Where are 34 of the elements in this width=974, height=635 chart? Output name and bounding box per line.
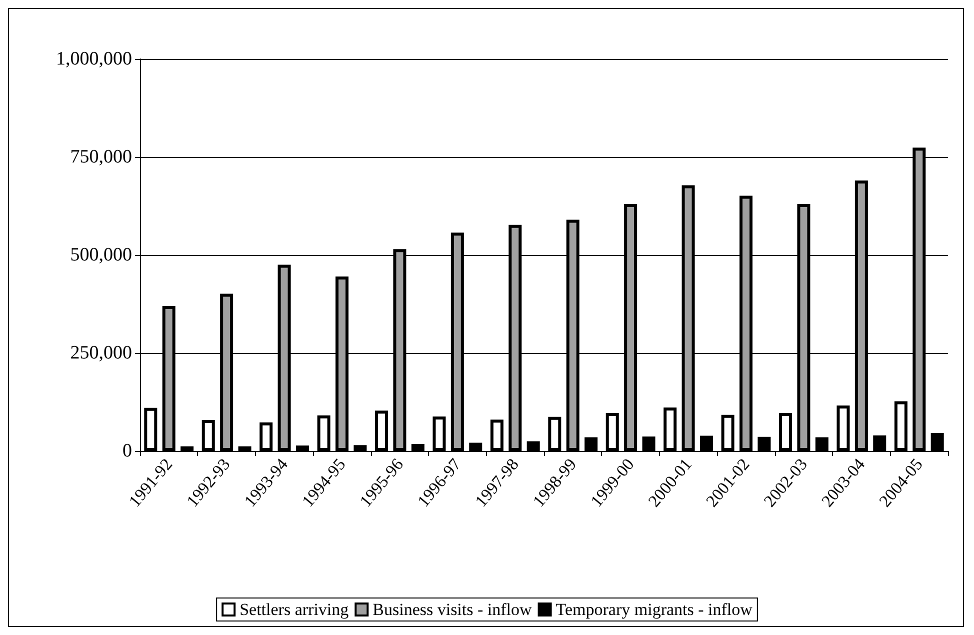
bar [469, 442, 482, 451]
bar [354, 445, 367, 451]
bar [642, 436, 656, 451]
bar [606, 412, 619, 451]
bar [296, 446, 309, 451]
bar [548, 416, 562, 451]
bar [930, 432, 944, 451]
bar [758, 436, 771, 451]
bar [584, 437, 598, 451]
bar [700, 436, 713, 451]
bar [260, 422, 273, 451]
bar [815, 437, 828, 451]
y-tick-label: 500,000 [70, 244, 132, 266]
bar [894, 401, 908, 451]
legend-label: Business visits - inflow [372, 600, 533, 619]
y-tick-label: 1,000,000 [56, 48, 132, 70]
bar [432, 416, 446, 451]
bar [526, 441, 540, 451]
bar [721, 414, 734, 451]
bar [375, 410, 388, 451]
bar [411, 444, 424, 451]
y-tick-label: 250,000 [70, 342, 132, 364]
bar [873, 435, 886, 451]
bar [317, 415, 330, 451]
legend-label: Settlers arriving [240, 600, 350, 619]
legend-label: Temporary migrants - inflow [556, 600, 754, 619]
bar [836, 406, 850, 451]
bar [490, 420, 504, 451]
bar [202, 420, 215, 451]
y-tick-label: 0 [122, 440, 132, 462]
bar [664, 407, 677, 451]
bar [144, 408, 158, 451]
y-tick-label: 750,000 [70, 146, 132, 168]
bar [779, 412, 792, 451]
